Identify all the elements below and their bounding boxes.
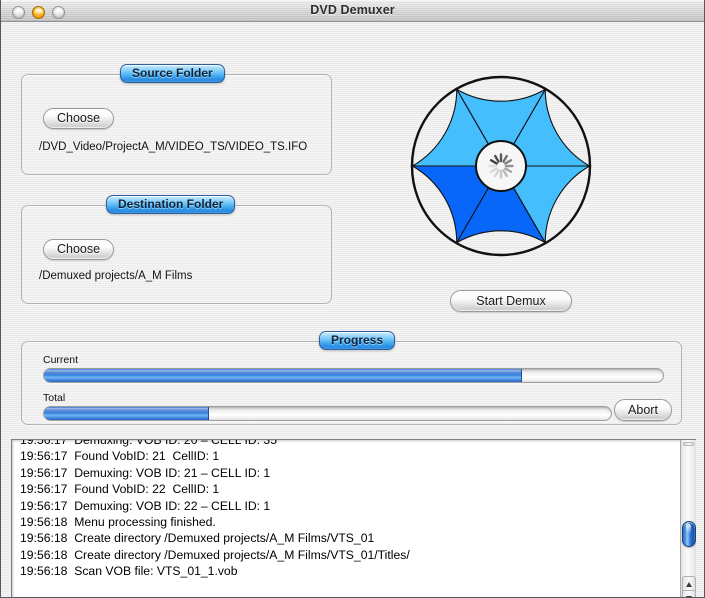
destination-folder-label: Destination Folder	[106, 195, 236, 214]
spinner-spoke	[489, 167, 498, 173]
spinning-progress-indicator	[488, 153, 514, 179]
disc-sectors	[410, 75, 592, 257]
source-choose-button[interactable]: Choose	[43, 108, 115, 129]
log-line: 19:56:18 Menu processing finished.	[20, 515, 216, 530]
disc-hub	[475, 140, 527, 192]
total-progress-label: Total	[43, 392, 66, 404]
window-titlebar[interactable]: DVD Demuxer	[1, 0, 704, 22]
current-progress-fill	[44, 369, 522, 382]
scroll-down-arrow-icon[interactable]	[682, 591, 696, 597]
scrollbar-thumb[interactable]	[682, 520, 696, 547]
start-demux-button[interactable]: Start Demux	[450, 290, 572, 312]
log-text-area[interactable]: 19:56:17 Demuxing: VOB ID: 20 – CELL ID:…	[11, 439, 696, 597]
current-progress-bar	[43, 368, 664, 383]
log-line: 19:56:18 Create directory /Demuxed proje…	[20, 547, 410, 562]
spinner-spoke	[504, 159, 513, 165]
window-content: Source Folder Choose /DVD_Video/ProjectA…	[1, 22, 704, 597]
source-path-text: /DVD_Video/ProjectA_M/VIDEO_TS/VIDEO_TS.…	[39, 141, 308, 153]
total-progress-bar	[43, 406, 612, 421]
log-line: 19:56:17 Demuxing: VOB ID: 20 – CELL ID:…	[20, 439, 277, 447]
log-line: 19:56:17 Found VobID: 21 CellID: 1	[20, 449, 220, 464]
disc-sector-5[interactable]	[455, 87, 547, 168]
destination-choose-button[interactable]: Choose	[43, 239, 115, 260]
spinner-spoke	[504, 167, 513, 173]
progress-label: Progress	[319, 331, 396, 350]
minimize-button[interactable]	[32, 6, 45, 19]
spinner-spoke	[502, 154, 508, 163]
disc-outline	[410, 75, 592, 257]
progress-group: Progress Current Total	[21, 331, 682, 425]
scroll-up-arrow-icon[interactable]	[682, 576, 696, 591]
log-line: 19:56:17 Found VobID: 22 CellID: 1	[20, 482, 220, 497]
log-line: 19:56:18 Scan VOB file: VTS_01_1.vob	[20, 564, 238, 579]
progress-sheen	[44, 370, 521, 375]
progress-sheen	[44, 408, 209, 413]
disc-sector-group	[410, 87, 592, 245]
log-line: 19:56:17 Demuxing: VOB ID: 21 – CELL ID:…	[20, 465, 271, 480]
spinner-spoke	[494, 169, 500, 178]
log-line: 19:56:17 Demuxing: VOB ID: 22 – CELL ID:…	[20, 498, 271, 513]
dvd-disc-progress-wheel[interactable]	[409, 74, 593, 258]
disc-sector-2[interactable]	[455, 164, 547, 245]
spinner-spoke	[489, 159, 498, 165]
source-folder-label: Source Folder	[120, 64, 225, 83]
disc-sector-4[interactable]	[500, 87, 592, 167]
spinner-spoke	[494, 154, 500, 163]
abort-button[interactable]: Abort	[614, 399, 672, 421]
zoom-button[interactable]	[52, 6, 65, 19]
scrollbar-track[interactable]	[683, 442, 694, 446]
destination-path-text: /Demuxed projects/A_M Films	[39, 270, 193, 282]
disc-sector-6[interactable]	[410, 87, 502, 167]
disc-sector-3[interactable]	[500, 165, 592, 245]
destination-folder-group: Destination Folder Choose /Demuxed proje…	[21, 195, 332, 304]
log-scrollbar[interactable]	[680, 440, 696, 597]
log-line: 19:56:18 Create directory /Demuxed proje…	[20, 531, 375, 546]
spinner-spoke	[502, 169, 508, 178]
log-line-list: 19:56:17 Demuxing: VOB ID: 20 – CELL ID:…	[20, 439, 674, 580]
source-folder-group: Source Folder Choose /DVD_Video/ProjectA…	[21, 64, 332, 175]
close-button[interactable]	[12, 6, 25, 19]
current-progress-label: Current	[43, 354, 79, 366]
window-title: DVD Demuxer	[310, 3, 395, 17]
total-progress-fill	[44, 407, 210, 420]
disc-sector-1[interactable]	[410, 165, 502, 245]
